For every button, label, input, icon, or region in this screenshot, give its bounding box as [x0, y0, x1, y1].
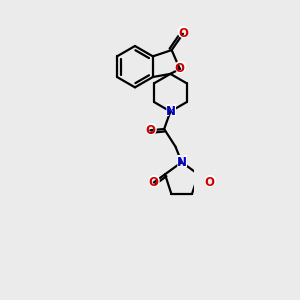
Text: O: O [144, 123, 157, 138]
Text: N: N [176, 155, 188, 170]
Text: O: O [203, 175, 216, 190]
Text: O: O [146, 124, 155, 137]
Text: O: O [205, 176, 214, 189]
Text: O: O [177, 26, 189, 41]
Text: O: O [174, 61, 186, 76]
Text: O: O [149, 176, 159, 189]
Text: N: N [165, 105, 176, 118]
Text: O: O [178, 27, 188, 40]
Text: O: O [148, 175, 160, 190]
Text: O: O [175, 62, 185, 75]
Text: N: N [164, 104, 177, 119]
Text: N: N [177, 156, 187, 169]
